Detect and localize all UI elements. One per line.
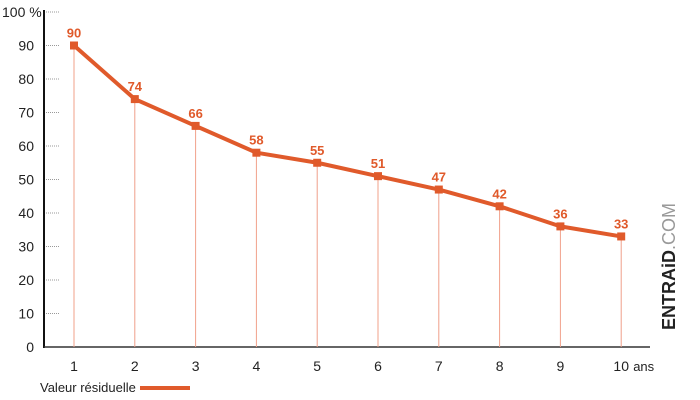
y-tick-label: 90 [18, 38, 34, 54]
data-label: 36 [553, 206, 567, 221]
x-tick-label: 2 [131, 358, 139, 374]
data-point [495, 202, 504, 211]
x-tick-label: 8 [496, 358, 504, 374]
data-point [313, 158, 322, 167]
y-tick-label: 60 [18, 138, 34, 154]
data-point [374, 172, 382, 181]
x-tick-label: 10 [613, 358, 629, 374]
x-tick-label: 5 [313, 358, 321, 374]
x-tick-label: 4 [253, 358, 261, 374]
data-label: 66 [188, 106, 202, 121]
data-point [617, 232, 626, 241]
watermark-logo: ENTRAiD.COM [659, 203, 679, 330]
data-label: 58 [249, 133, 263, 148]
x-tick-label: 7 [435, 358, 443, 374]
y-tick-label: 80 [18, 71, 34, 87]
data-label: 33 [614, 216, 628, 231]
legend-label: Valeur résiduelle [40, 380, 136, 395]
series-line [72, 43, 622, 239]
x-tick-label: 1 [70, 358, 78, 374]
y-tick-label: 70 [18, 105, 34, 121]
x-unit-label: ans [633, 359, 654, 374]
data-label: 47 [432, 170, 446, 185]
data-point [70, 41, 78, 50]
data-point [191, 121, 200, 130]
y-tick-label: 20 [18, 272, 34, 288]
data-point [434, 185, 443, 194]
data-point [252, 148, 261, 157]
y-tick-label: 0 [26, 339, 34, 355]
data-label: 51 [371, 156, 385, 171]
data-label: 42 [492, 186, 506, 201]
y-tick-label: 30 [18, 239, 34, 255]
y-tick-label: 10 [18, 306, 34, 322]
x-tick-label: 6 [374, 358, 382, 374]
y-tick-label: 50 [18, 172, 34, 188]
x-tick-label: 9 [557, 358, 565, 374]
data-label: 74 [128, 79, 143, 94]
x-tick-label: 3 [192, 358, 200, 374]
y-tick-label: 40 [18, 205, 34, 221]
data-label: 55 [310, 143, 324, 158]
data-point [556, 222, 565, 231]
y-tick-label: 100 % [2, 4, 42, 20]
data-point [130, 95, 139, 104]
data-label: 90 [67, 26, 81, 41]
